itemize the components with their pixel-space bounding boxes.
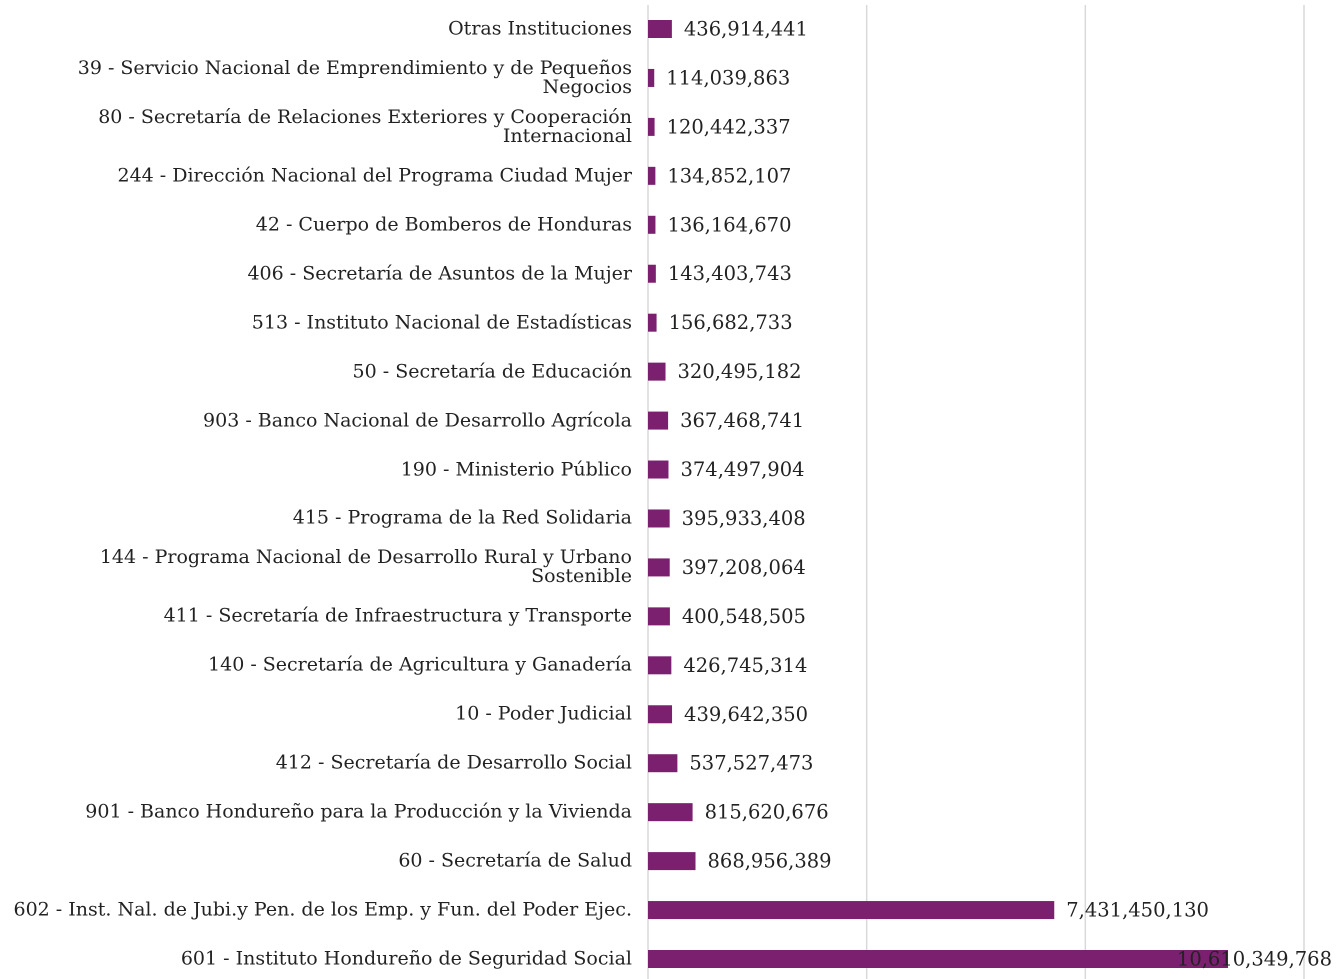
y-tick-label: 244 - Dirección Nacional del Programa Ci… xyxy=(117,164,632,187)
data-label: 868,956,389 xyxy=(708,850,832,873)
data-label: 537,527,473 xyxy=(689,752,813,775)
bar xyxy=(648,264,656,283)
y-tick-label: 412 - Secretaría de Desarrollo Social xyxy=(275,751,632,774)
data-label: 400,548,505 xyxy=(682,605,806,628)
bar xyxy=(648,166,656,185)
y-tick-label: 406 - Secretaría de Asuntos de la Mujer xyxy=(247,262,632,285)
bar xyxy=(648,215,656,234)
bar xyxy=(648,852,696,871)
bar xyxy=(648,460,669,479)
bar xyxy=(648,509,670,528)
data-label: 815,620,676 xyxy=(705,801,829,824)
data-label: 114,039,863 xyxy=(666,66,790,89)
y-tick-label: 415 - Programa de la Red Solidaria xyxy=(292,506,632,529)
y-tick-label: 42 - Cuerpo de Bomberos de Honduras xyxy=(255,213,632,236)
bar xyxy=(648,411,669,430)
y-tick-label: 411 - Secretaría de Infraestructura y Tr… xyxy=(163,604,632,627)
data-label: 7,431,450,130 xyxy=(1066,899,1209,922)
y-tick-label: 140 - Secretaría de Agricultura y Ganade… xyxy=(208,653,632,676)
bar xyxy=(648,901,1055,920)
bar xyxy=(648,950,1229,968)
bar xyxy=(648,607,670,626)
y-tick-label: 39 - Servicio Nacional de Emprendimiento… xyxy=(77,56,632,98)
data-label: 10,610,349,768 xyxy=(1177,948,1332,971)
data-label: 374,497,904 xyxy=(680,458,804,481)
data-label: 436,914,441 xyxy=(684,18,808,41)
data-label: 156,682,733 xyxy=(669,311,793,334)
data-label: 426,745,314 xyxy=(683,654,807,677)
data-label: 320,495,182 xyxy=(678,360,802,383)
data-label: 367,468,741 xyxy=(680,409,804,432)
y-tick-label: 513 - Instituto Nacional de Estadísticas xyxy=(251,311,632,334)
y-tick-label: 602 - Inst. Nal. de Jubi.y Pen. de los E… xyxy=(13,898,632,921)
bar xyxy=(648,803,693,822)
y-tick-label: 144 - Programa Nacional de Desarrollo Ru… xyxy=(99,546,632,588)
y-tick-label: 10 - Poder Judicial xyxy=(455,702,632,725)
y-tick-label: 190 - Ministerio Público xyxy=(400,458,632,481)
data-label: 395,933,408 xyxy=(682,507,806,530)
bar xyxy=(648,117,655,136)
y-tick-label: Otras Instituciones xyxy=(448,17,632,40)
bar xyxy=(648,558,670,577)
y-tick-label: 901 - Banco Hondureño para la Producción… xyxy=(85,800,632,823)
y-tick-label: 80 - Secretaría de Relaciones Exteriores… xyxy=(98,105,632,147)
data-label: 134,852,107 xyxy=(667,164,791,187)
y-tick-label: 601 - Instituto Hondureño de Seguridad S… xyxy=(180,947,632,970)
bar xyxy=(648,20,672,38)
bar xyxy=(648,705,673,724)
y-tick-label: 50 - Secretaría de Educación xyxy=(352,360,632,383)
data-label: 143,403,743 xyxy=(668,262,792,285)
y-tick-label: 903 - Banco Nacional de Desarrollo Agríc… xyxy=(203,409,632,432)
bar xyxy=(648,656,672,675)
bar xyxy=(648,362,666,381)
bar xyxy=(648,313,657,332)
data-label: 397,208,064 xyxy=(682,556,806,579)
data-label: 120,442,337 xyxy=(667,115,791,138)
y-tick-label: 60 - Secretaría de Salud xyxy=(398,849,632,872)
data-label: 136,164,670 xyxy=(667,213,791,236)
bar xyxy=(648,754,678,773)
data-label: 439,642,350 xyxy=(684,703,808,726)
bar xyxy=(648,68,655,87)
